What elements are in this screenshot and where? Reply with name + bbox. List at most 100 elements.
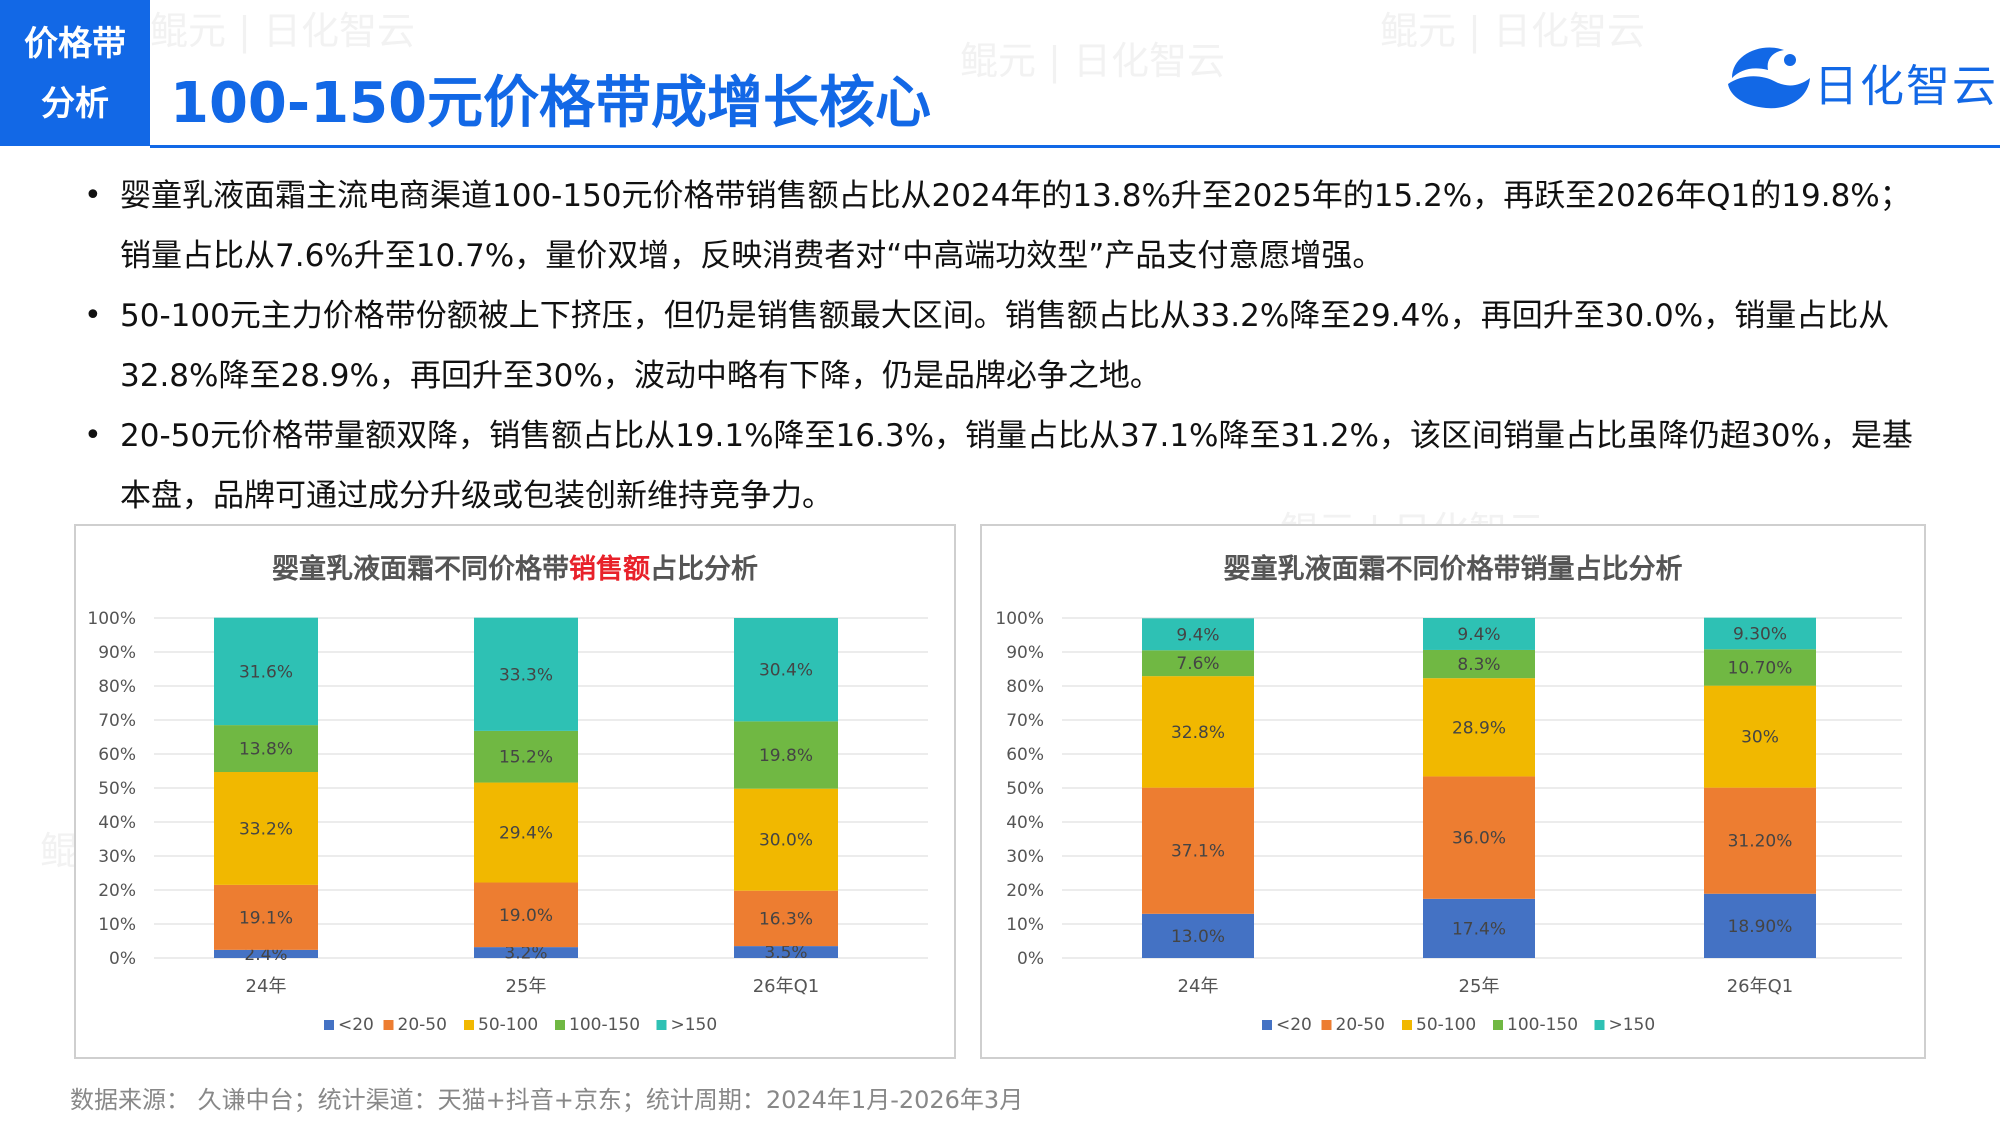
legend-label: 100-150: [569, 1015, 640, 1035]
legend-swatch: [383, 1020, 394, 1030]
bar-segment: [1423, 649, 1535, 679]
x-tick-label: 25年: [506, 976, 547, 997]
y-tick-label: 100%: [87, 609, 136, 629]
data-label: 33.3%: [499, 665, 553, 685]
data-label: 31.6%: [239, 662, 293, 682]
insight-text: 婴童乳液面霜主流电商渠道100-150元价格带销售额占比从2024年的13.8%…: [120, 178, 1911, 274]
insight-text: 50-100元主力价格带份额被上下挤压，但仍是销售额最大区间。销售额占比从33.…: [120, 298, 1890, 394]
data-label: 16.3%: [759, 909, 813, 929]
data-label: 19.0%: [499, 906, 553, 926]
bar-segment: [1704, 617, 1816, 650]
x-tick-label: 26年Q1: [753, 976, 820, 997]
data-label: 19.8%: [759, 746, 813, 766]
bar-segment: [1704, 649, 1816, 686]
y-tick-label: 20%: [1006, 881, 1044, 901]
y-tick-label: 100%: [995, 609, 1044, 629]
y-tick-label: 10%: [1006, 915, 1044, 935]
watermark: 鲲元 | 日化智云: [150, 9, 415, 53]
bar-segment: [1423, 678, 1535, 777]
section-tag-line1: 价格带: [24, 24, 126, 64]
insight-item: • 20-50元价格带量额双降，销售额占比从19.1%降至16.3%，销量占比从3…: [80, 406, 1940, 526]
legend-label: <20: [1276, 1015, 1312, 1035]
legend-swatch: [1321, 1020, 1332, 1030]
y-tick-label: 0%: [109, 949, 136, 969]
data-label: 9.4%: [1457, 625, 1500, 645]
watermark: 鲲元 | 日化智云: [1380, 9, 1645, 53]
section-tag: 价格带 分析: [0, 0, 150, 146]
logo-name: 日化智云: [1814, 61, 1998, 112]
legend-swatch: [464, 1020, 474, 1030]
bar-segment: [474, 947, 578, 958]
data-label: 31.20%: [1728, 832, 1793, 852]
y-tick-label: 80%: [1006, 677, 1044, 697]
logo-icon: [1728, 47, 1810, 109]
y-tick-label: 20%: [98, 881, 136, 901]
data-label: 15.2%: [499, 748, 553, 768]
data-label: 37.1%: [1171, 842, 1225, 862]
bar-segment: [1423, 898, 1535, 958]
data-label: 8.3%: [1457, 655, 1500, 675]
brand-logo: 日化智云: [1722, 36, 1996, 116]
legend-label: 20-50: [398, 1015, 447, 1035]
data-label: 9.4%: [1176, 625, 1219, 645]
bar-segment: [734, 946, 838, 958]
bar-segment: [474, 730, 578, 783]
bullet-dot: •: [84, 298, 102, 333]
y-tick-label: 70%: [98, 711, 136, 731]
bar-segment: [214, 617, 318, 726]
legend-label: 50-100: [1416, 1015, 1476, 1035]
bar-segment: [1704, 787, 1816, 894]
bar-segment: [1142, 787, 1254, 914]
y-tick-label: 30%: [1006, 847, 1044, 867]
chart-title: 婴童乳液面霜不同价格带销量占比分析: [1224, 553, 1683, 585]
bar-segment: [1423, 776, 1535, 899]
sales-share-chart-panel: 婴童乳液面霜不同价格带销售额占比分析 0% 10% 20% 30% 40% 50% 60% 70…: [74, 524, 956, 1059]
data-label: 36.0%: [1452, 829, 1506, 849]
legend-swatch: [656, 1020, 667, 1030]
legend-label: 50-100: [478, 1015, 538, 1035]
bar-segment: [1142, 913, 1254, 958]
data-label: 2.4%: [244, 945, 287, 965]
chart-title-part: 占比分析: [650, 554, 758, 585]
watermark: 鲲元 | 日化智云: [960, 39, 1225, 83]
data-label: 28.9%: [1452, 718, 1506, 738]
y-tick-label: 90%: [98, 643, 136, 663]
insight-text: 20-50元价格带量额双降，销售额占比从19.1%降至16.3%，销量占比从37…: [120, 418, 1913, 514]
y-tick-label: 0%: [1017, 949, 1044, 969]
bar-segment: [1704, 893, 1816, 958]
chart-title: 婴童乳液面霜不同价格带销售额占比分析: [272, 553, 758, 585]
legend-swatch: [1262, 1020, 1272, 1030]
y-tick-label: 50%: [1006, 779, 1044, 799]
bar-segment: [474, 617, 578, 731]
bar-segment: [474, 782, 578, 883]
insight-item: • 婴童乳液面霜主流电商渠道100-150元价格带销售额占比从2024年的13.8…: [80, 166, 1940, 286]
data-label: 17.4%: [1452, 919, 1506, 939]
data-label: 30.4%: [759, 661, 813, 681]
bar-segment: [1423, 618, 1535, 650]
legend-label: 20-50: [1336, 1015, 1385, 1035]
bar-segment: [214, 725, 318, 773]
data-label: 7.6%: [1176, 654, 1219, 674]
legend-label: >150: [671, 1015, 718, 1035]
bar-segment: [734, 788, 838, 891]
bar-segment: [474, 882, 578, 948]
data-label: 13.0%: [1171, 927, 1225, 947]
bar-segment: [214, 884, 318, 950]
data-source-note: 数据来源： 久谦中台；统计渠道：天猫+抖音+京东；统计周期：2024年1月-20…: [70, 1086, 1024, 1114]
bar-segment: [214, 772, 318, 885]
bar-segment: [734, 618, 838, 722]
bar-segment: [214, 949, 318, 958]
y-tick-label: 70%: [1006, 711, 1044, 731]
chart-title-part: 婴童乳液面霜不同价格带: [272, 553, 569, 585]
data-label: 13.8%: [239, 740, 293, 760]
y-tick-label: 60%: [1006, 745, 1044, 765]
chart-title-part: 婴童乳液面霜不同价格带销量占比分析: [1224, 553, 1683, 585]
y-tick-label: 10%: [98, 915, 136, 935]
y-tick-label: 60%: [98, 745, 136, 765]
volume-share-chart: 婴童乳液面霜不同价格带销量占比分析 0% 10% 20% 30% 40% 50% 60% 70%…: [995, 553, 1902, 1035]
y-tick-label: 90%: [1006, 643, 1044, 663]
bar-segment: [1142, 676, 1254, 788]
title-divider: [150, 145, 2000, 148]
data-label: 32.8%: [1171, 723, 1225, 743]
legend-label: 100-150: [1507, 1015, 1578, 1035]
